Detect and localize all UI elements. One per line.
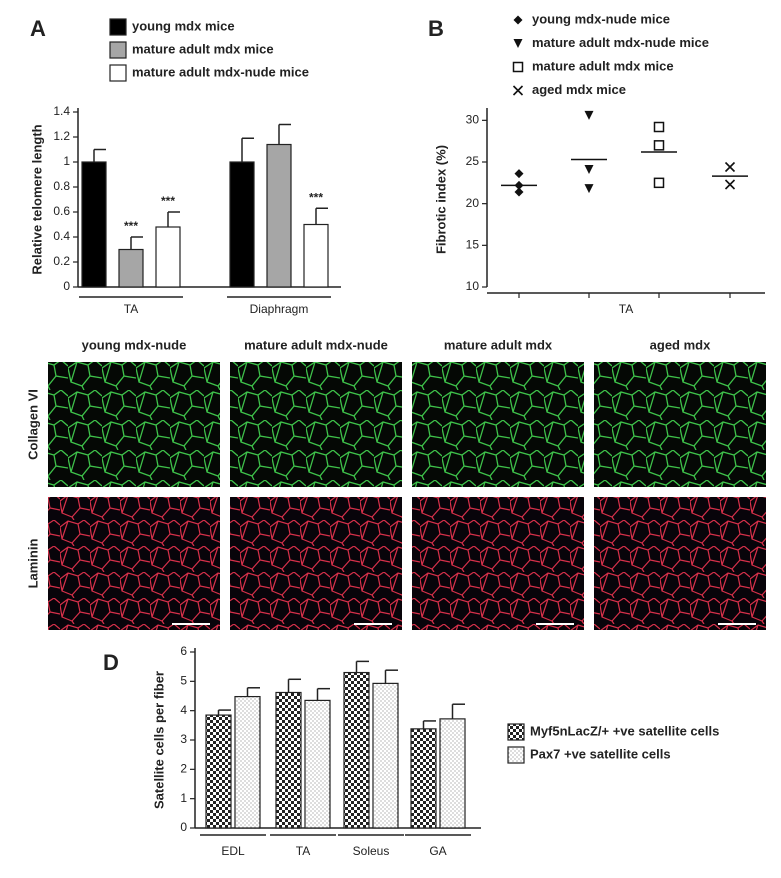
x-tick-label: Soleus [353, 844, 390, 858]
legend-swatch [109, 64, 127, 82]
bar [229, 161, 255, 288]
x-tick-label: GA [429, 844, 446, 858]
bar [410, 728, 437, 829]
legend-label: mature adult mdx-nude mice [532, 35, 709, 50]
column-header: aged mdx [650, 337, 711, 352]
legend-label: aged mdx mice [532, 82, 626, 97]
micrographs: young mdx-nude mature adult mdx-nude matur… [25, 337, 766, 630]
bar [372, 682, 399, 829]
micrograph [48, 362, 220, 487]
point [514, 187, 524, 197]
legend-label: mature adult mdx mice [132, 41, 274, 56]
micrograph [594, 497, 766, 630]
bar [304, 699, 331, 829]
legend-marker [512, 61, 524, 73]
column-header: mature adult mdx-nude [244, 337, 388, 352]
legend-label: young mdx-nude mice [532, 11, 670, 26]
point [653, 121, 665, 133]
annotation: *** [161, 194, 175, 208]
legend-swatch [109, 18, 127, 36]
legend-label: mature adult mdx-nude mice [132, 64, 309, 79]
bar [205, 714, 232, 829]
bar [266, 143, 292, 288]
micrograph [412, 362, 584, 487]
y-tick-label: 20 [466, 196, 480, 210]
legend-label: young mdx mice [132, 18, 235, 33]
x-tick-label: Diaphragm [250, 302, 309, 316]
y-tick-label: 1 [180, 791, 187, 805]
x-tick-label: EDL [221, 844, 245, 858]
y-tick-label: 0.4 [53, 229, 70, 243]
legend-marker [512, 85, 524, 96]
y-tick-label: 2 [180, 762, 187, 776]
panel-label: B [428, 16, 444, 41]
micrograph [230, 362, 402, 487]
bar [118, 248, 144, 288]
point [724, 161, 736, 173]
bar [343, 671, 370, 829]
legend-marker [513, 15, 523, 25]
legend-swatch [507, 723, 525, 741]
point [584, 165, 594, 174]
point [584, 110, 594, 120]
y-tick-label: 4 [180, 703, 187, 717]
annotation: *** [124, 219, 138, 233]
point [653, 177, 665, 189]
bar [275, 691, 302, 829]
micrograph [412, 497, 584, 630]
legend-label: Myf5nLacZ/+ +ve satellite cells [530, 723, 719, 738]
point [653, 140, 665, 151]
panel-label: A [30, 16, 46, 41]
y-tick-label: 0.8 [53, 179, 70, 193]
y-axis-title: Relative telomere length [29, 124, 44, 274]
y-tick-label: 3 [180, 732, 187, 746]
y-tick-label: 6 [180, 644, 187, 658]
bar [155, 226, 181, 288]
y-tick-label: 10 [466, 279, 480, 293]
legend-swatch [507, 746, 525, 764]
point [584, 184, 594, 194]
bar [81, 161, 107, 288]
y-axis-title: Fibrotic index (%) [433, 145, 448, 254]
row-label: Collagen VI [25, 389, 40, 460]
x-axis-title: TA [619, 302, 633, 316]
y-tick-label: 1.2 [53, 129, 70, 143]
y-tick-label: 0 [180, 820, 187, 834]
point [514, 169, 524, 179]
legend-marker [513, 39, 523, 48]
bar [439, 718, 466, 829]
y-tick-label: 1 [63, 154, 70, 168]
point [724, 179, 736, 190]
y-tick-label: 25 [466, 154, 480, 168]
y-tick-label: 0.6 [53, 204, 70, 218]
y-tick-label: 0 [63, 279, 70, 293]
y-tick-label: 1.4 [53, 104, 70, 118]
y-tick-label: 15 [466, 238, 480, 252]
legend-label: mature adult mdx mice [532, 58, 674, 73]
y-tick-label: 5 [180, 674, 187, 688]
legend-swatch [109, 41, 127, 59]
row-label: Laminin [25, 539, 40, 589]
micrograph [230, 497, 402, 630]
legend-label: Pax7 +ve satellite cells [530, 746, 671, 761]
micrograph [594, 362, 766, 487]
column-header: young mdx-nude [82, 337, 187, 352]
y-tick-label: 0.2 [53, 254, 70, 268]
y-tick-label: 30 [466, 113, 480, 127]
point [514, 180, 524, 190]
column-header: mature adult mdx [444, 337, 553, 352]
x-tick-label: TA [296, 844, 310, 858]
x-tick-label: TA [124, 302, 138, 316]
bar [303, 223, 329, 288]
micrograph [48, 497, 220, 630]
bar [234, 695, 261, 829]
panel-label: D [103, 650, 119, 675]
y-axis-title: Satellite cells per fiber [151, 671, 166, 809]
annotation: *** [309, 190, 323, 204]
